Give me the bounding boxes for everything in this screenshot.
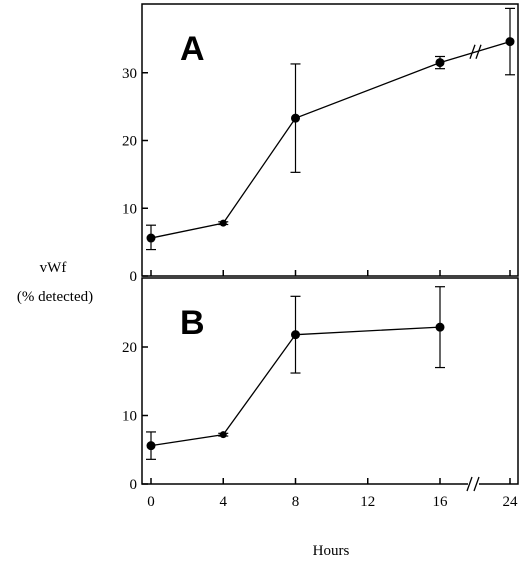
panel-a-data-point bbox=[435, 58, 445, 68]
panel-a-series-line bbox=[150, 40, 511, 239]
panel-a: 0 10 20 30 A bbox=[122, 3, 519, 285]
panel-b-axis-break-gap bbox=[468, 481, 479, 487]
panel-b-data-point bbox=[291, 330, 300, 340]
panel-a-y-tick-label: 0 bbox=[130, 269, 138, 285]
y-axis-title-line1: vWf bbox=[40, 260, 67, 276]
panel-a-axis-break bbox=[475, 44, 482, 59]
panel-b-x-tick-label: 12 bbox=[360, 494, 375, 510]
panel-a-y-tick-label: 10 bbox=[122, 201, 137, 217]
panel-b-y-tick-label: 20 bbox=[122, 340, 137, 356]
panel-b-y-tick-label: 10 bbox=[122, 409, 137, 425]
panel-b-axis-break bbox=[466, 476, 473, 492]
panel-b-frame bbox=[141, 277, 519, 485]
panel-a-y-tick-label: 20 bbox=[122, 134, 137, 150]
panel-b-axis-break bbox=[473, 476, 480, 492]
x-axis-title: Hours bbox=[313, 543, 350, 559]
panel-b-y-tick-label: 0 bbox=[130, 477, 138, 493]
y-axis-title-line2: (% detected) bbox=[17, 289, 93, 305]
panel-b-data-point bbox=[435, 322, 445, 332]
panel-b: 0 10 20 0 4 8 12 16 24 B bbox=[122, 277, 519, 510]
panel-b-x-tick-label: 24 bbox=[503, 494, 519, 510]
panel-a-label: A bbox=[180, 30, 205, 68]
panel-b-label: B bbox=[180, 304, 205, 342]
panel-a-data-point bbox=[146, 233, 156, 243]
panel-b-series-line bbox=[150, 326, 441, 447]
panel-a-data-point bbox=[219, 219, 227, 227]
panel-b-data-point bbox=[146, 441, 156, 451]
panel-b-x-tick-label: 8 bbox=[292, 494, 300, 510]
panel-a-data-point bbox=[505, 37, 515, 47]
panel-b-x-tick-label: 0 bbox=[147, 494, 155, 510]
panel-b-x-tick-label: 4 bbox=[220, 494, 228, 510]
panel-a-y-tick-label: 30 bbox=[122, 66, 137, 82]
panel-a-axis-break bbox=[469, 44, 476, 59]
panel-b-x-tick-label: 16 bbox=[433, 494, 449, 510]
panel-b-data-point bbox=[219, 431, 227, 439]
panel-a-data-point bbox=[291, 113, 300, 123]
